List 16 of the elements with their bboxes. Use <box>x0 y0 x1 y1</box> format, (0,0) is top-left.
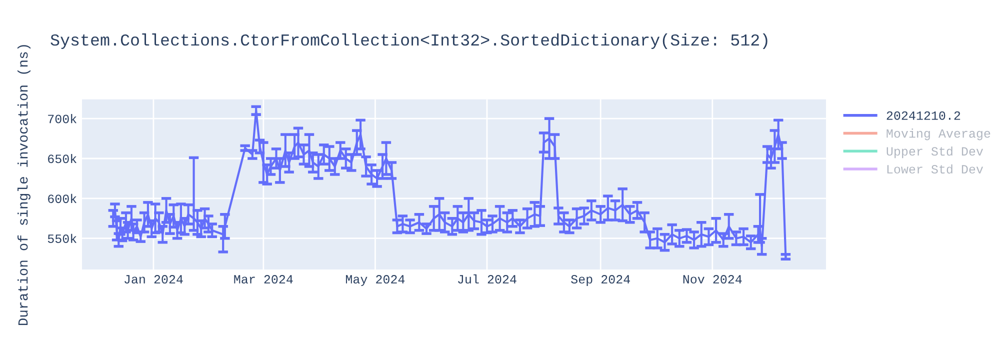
y-tick-label: 700k <box>48 114 76 124</box>
x-tick-label: Jul 2024 <box>458 274 516 284</box>
x-tick-label: May 2024 <box>346 275 405 286</box>
legend-label: Moving Average <box>886 128 990 140</box>
legend-label: Lower Std Dev <box>887 164 984 174</box>
x-tick-label: Mar 2024 <box>234 275 293 284</box>
x-tick-label: Jan 2024 <box>124 275 183 284</box>
y-tick-label: 600k <box>48 194 76 204</box>
y-tick-label: 550k <box>48 234 76 244</box>
y-tick-label: 650k <box>48 154 76 164</box>
legend-label: 20241210.2 <box>886 111 960 120</box>
x-tick-label: Sep 2024 <box>571 275 630 286</box>
chart-title: System.Collections.CtorFromCollection<Int32>.SortedDictionary(Size: 512) <box>50 33 768 49</box>
x-tick-label: Nov 2024 <box>683 275 742 284</box>
legend-label: Upper Std Dev <box>886 146 984 158</box>
y-axis-title: Duration of single invocation (ns) <box>18 45 30 326</box>
